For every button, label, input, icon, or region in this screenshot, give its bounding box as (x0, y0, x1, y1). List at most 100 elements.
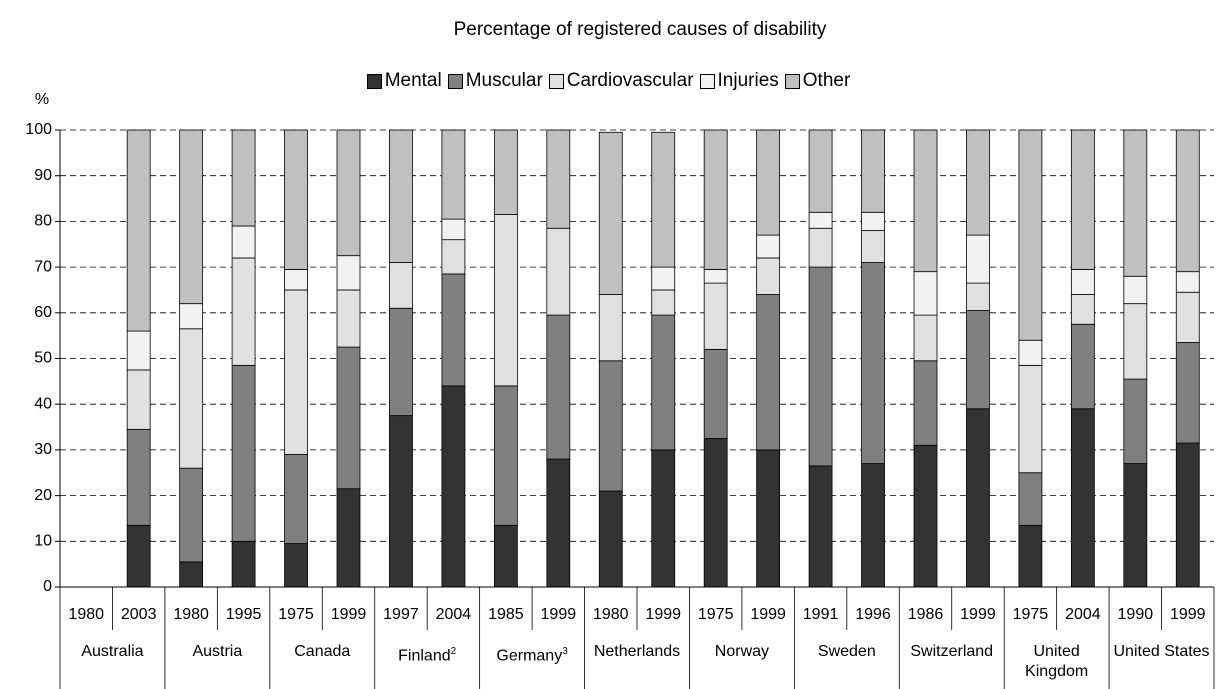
group-name: Norway (714, 643, 770, 660)
group-label: Norway (689, 642, 794, 662)
y-tick-label: 80 (34, 213, 52, 230)
bar-segment (1070, 129, 1095, 270)
y-tick-label: 100 (25, 121, 52, 138)
bar-segment (1123, 275, 1148, 305)
bar-segment (231, 364, 256, 542)
footnote-marker: 2 (450, 646, 457, 657)
bar-segment (1018, 524, 1043, 588)
bar-segment (546, 314, 571, 460)
bar-segment (756, 129, 781, 236)
bar-segment (808, 227, 833, 268)
x-tick-label: 1985 (488, 606, 524, 623)
bar-segment (1175, 342, 1200, 444)
bar-segment (493, 524, 518, 588)
bar-segment (1018, 364, 1043, 474)
bar-segment (126, 524, 151, 588)
bar-segment (179, 328, 204, 469)
bar-segment (966, 129, 990, 236)
group-name: Germany (496, 647, 563, 665)
bar-segment (389, 129, 413, 263)
x-tick-label: 1990 (1118, 606, 1154, 623)
bar-segment (126, 129, 151, 332)
bar-segment (703, 348, 728, 439)
x-tick-label: 1999 (645, 606, 681, 623)
legend-label: Mental (384, 70, 442, 91)
x-tick-label: 1975 (278, 606, 314, 623)
x-tick-label: 1975 (1013, 606, 1049, 623)
bar-segment (546, 227, 571, 316)
bar-segment (1018, 472, 1043, 526)
x-tick-label: 2004 (436, 606, 472, 623)
bar-segment (1123, 303, 1148, 380)
bar-segment (913, 314, 938, 362)
group-name: Australia (81, 643, 144, 660)
bar-segment (651, 314, 676, 451)
legend-item: Muscular (447, 70, 543, 92)
bar-segment (756, 294, 781, 451)
bar-segment (126, 369, 151, 430)
bar-segment (651, 449, 676, 588)
legend-swatch (784, 73, 800, 89)
group-label: Germany3 (480, 642, 585, 666)
group-name: Netherlands (593, 643, 681, 660)
x-tick-label: 1999 (331, 606, 367, 623)
bar-segment (1123, 378, 1148, 465)
bar-segment (703, 282, 728, 350)
bar-segment (441, 239, 466, 275)
group-name: United Kingdom (1025, 643, 1089, 680)
bar-segment (389, 307, 413, 417)
legend-item: Mental (366, 70, 442, 92)
group-name: Austria (192, 643, 243, 660)
bar-segment (1070, 408, 1095, 588)
chart-title: Percentage of registered causes of disab… (454, 19, 827, 40)
bar-segment (389, 262, 413, 309)
group-label: Austria (165, 642, 270, 662)
x-tick-label: 1999 (541, 606, 577, 623)
bar-segment (441, 385, 466, 588)
bar-segment (861, 129, 885, 213)
x-tick-label: 1980 (68, 606, 104, 623)
bar-segment (598, 131, 623, 295)
bar-segment (808, 129, 833, 213)
bar-segment (231, 257, 256, 366)
group-label: Australia (60, 642, 165, 662)
bar-segment (1175, 291, 1200, 343)
bar-segment (861, 230, 885, 263)
bar-segment (966, 310, 990, 410)
group-name: Switzerland (910, 643, 994, 660)
y-tick-label: 40 (34, 395, 52, 412)
group-label: Netherlands (585, 642, 690, 662)
bar-segment (336, 346, 361, 490)
bar-segment (1018, 339, 1043, 366)
bar-segment (913, 444, 938, 588)
bar-segment (1123, 129, 1148, 277)
y-axis-label: % (35, 91, 49, 108)
bar-segment (284, 129, 308, 270)
bar-segment (284, 268, 308, 291)
bar-segment (756, 449, 781, 588)
bar-segment (808, 465, 833, 588)
group-label: United States (1109, 642, 1214, 662)
bar-segment (179, 129, 204, 305)
footnote-marker: 3 (562, 646, 568, 657)
bar-segment (231, 129, 256, 227)
y-tick-label: 70 (34, 258, 52, 275)
x-tick-label: 1986 (908, 606, 944, 623)
x-tick-label: 1995 (226, 606, 262, 623)
bar-segment (231, 225, 256, 259)
legend-item: Injuries (699, 70, 779, 92)
x-tick-label: 2004 (1065, 606, 1101, 623)
bar-segment (336, 129, 361, 257)
group-name: United States (1113, 643, 1210, 660)
bar-segment (389, 415, 413, 588)
bar-segment (336, 255, 361, 291)
x-tick-label: 1975 (698, 606, 734, 623)
group-label: Sweden (794, 642, 899, 662)
group-name: Sweden (817, 643, 876, 660)
legend-swatch (699, 73, 715, 89)
bar-segment (493, 129, 518, 215)
bar-segment (756, 234, 781, 259)
group-name: Finland (398, 647, 451, 665)
y-tick-label: 10 (34, 533, 52, 550)
